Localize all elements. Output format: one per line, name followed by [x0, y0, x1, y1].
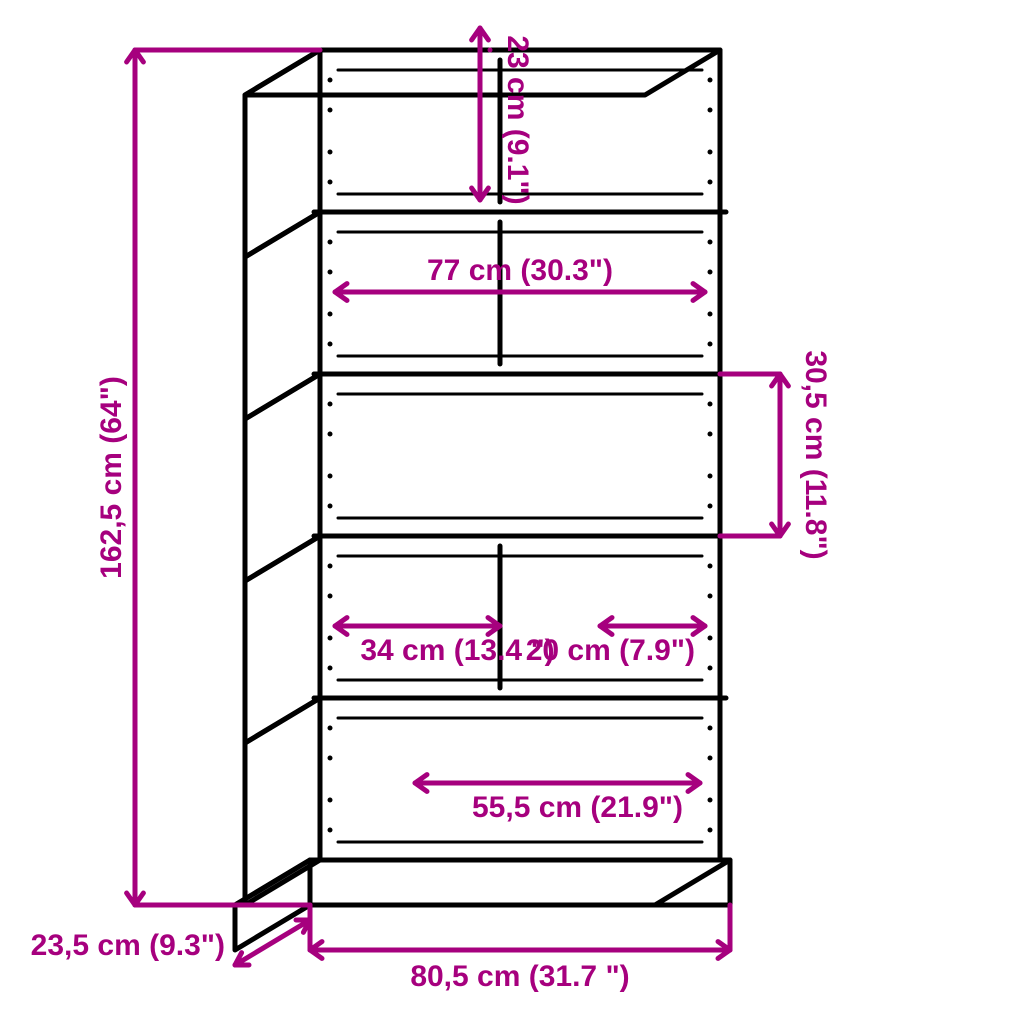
dim-tier-height: 30,5 cm (11.8")	[799, 350, 832, 559]
shelf-tier	[245, 212, 720, 419]
shelf-tier	[245, 374, 720, 581]
dim-inner-width: 77 cm (30.3")	[427, 254, 613, 287]
dim-top-depth: 23 cm (9.1")	[501, 35, 534, 204]
dim-div-right: 20 cm (7.9")	[526, 634, 695, 667]
dim-height: 162,5 cm (64")	[95, 376, 128, 579]
dim-base-width: 80,5 cm (31.7 ")	[410, 960, 629, 993]
dim-base-depth: 23,5 cm (9.3")	[31, 929, 225, 962]
dim-inner-span: 55,5 cm (21.9")	[472, 791, 683, 824]
